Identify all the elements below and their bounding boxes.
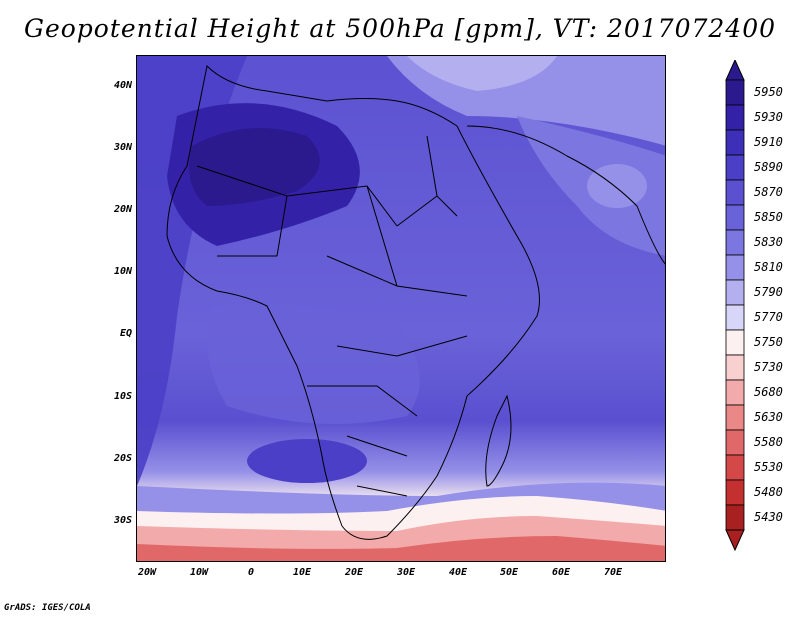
colorbar-level-label: 5790	[754, 285, 783, 299]
colorbar-level-label: 5770	[754, 310, 783, 324]
high-southern-africa	[247, 439, 367, 483]
colorbar-level-label: 5930	[754, 110, 783, 124]
colorbar-level-label: 5950	[754, 85, 783, 99]
lon-label-0: 0	[247, 567, 255, 578]
height-contour-india	[587, 164, 647, 208]
lat-label-30n: 30N	[113, 142, 132, 153]
height-contour-central	[207, 303, 420, 424]
height-contour-west	[137, 56, 247, 486]
colorbar-level-label: 5680	[754, 385, 783, 399]
colorbar-level-label: 5830	[754, 235, 783, 249]
colorbar-level-label: 5480	[754, 485, 783, 499]
colorbar-level-label: 5430	[754, 510, 783, 524]
colorbar-swatch	[725, 429, 745, 456]
lat-label-40n: 40N	[113, 80, 132, 91]
lat-label-10n: 10N	[113, 266, 132, 277]
lat-label-10s: 10S	[113, 391, 132, 402]
coastlines	[166, 64, 665, 540]
colorbar-level-label: 5870	[754, 185, 783, 199]
colorbar-level-label: 5580	[754, 435, 783, 449]
height-contour-south-4	[137, 536, 665, 561]
colorbar-swatch	[725, 279, 745, 306]
colorbar-level-label: 5850	[754, 210, 783, 224]
lat-label-20n: 20N	[113, 204, 132, 215]
colorbar-swatch	[725, 379, 745, 406]
lon-label-10w: 10W	[189, 567, 209, 578]
colorbar-level-label: 5730	[754, 360, 783, 374]
colorbar-swatch	[725, 154, 745, 181]
lat-label-20s: 20S	[113, 453, 132, 464]
colorbar-swatch	[725, 254, 745, 281]
lon-label-70e: 70E	[603, 567, 623, 578]
colorbar-swatch	[725, 404, 745, 431]
lon-label-50e: 50E	[499, 567, 519, 578]
chart-title: Geopotential Height at 500hPa [gpm], VT:…	[23, 14, 777, 43]
colorbar-swatch	[725, 204, 745, 231]
colorbar-level-label: 5810	[754, 260, 783, 274]
lon-label-20w: 20W	[137, 567, 157, 578]
height-contour-northeast-light	[407, 56, 557, 91]
high-sahara-core	[189, 128, 320, 206]
geopotential-map	[137, 56, 665, 561]
colorbar-swatch	[725, 79, 745, 106]
colorbar-swatch	[725, 104, 745, 131]
colorbar-swatch	[725, 129, 745, 156]
colorbar-swatch	[725, 304, 745, 331]
lat-label-eq: EQ	[119, 328, 132, 339]
colorbar-swatch	[725, 454, 745, 481]
colorbar-level-label: 5530	[754, 460, 783, 474]
colorbar-swatch	[725, 179, 745, 206]
colorbar-level-label: 5890	[754, 160, 783, 174]
colorbar-swatch	[725, 354, 745, 381]
colorbar-swatch	[725, 329, 745, 356]
colorbar-level-label: 5910	[754, 135, 783, 149]
colorbar-level-label: 5630	[754, 410, 783, 424]
colorbar-swatch	[725, 229, 745, 256]
lon-label-20e: 20E	[344, 567, 364, 578]
lon-label-40e: 40E	[448, 567, 468, 578]
colorbar-max-arrow	[725, 60, 745, 81]
lon-label-60e: 60E	[551, 567, 571, 578]
colorbar	[725, 60, 745, 552]
colorbar-level-label: 5750	[754, 335, 783, 349]
colorbar-swatch	[725, 504, 745, 531]
lat-label-30s: 30S	[113, 515, 132, 526]
lon-label-10e: 10E	[292, 567, 312, 578]
colorbar-min-arrow	[725, 529, 745, 552]
credit-text: GrADS: IGES/COLA	[4, 603, 91, 613]
map-panel	[136, 55, 666, 562]
lon-label-30e: 30E	[396, 567, 416, 578]
colorbar-swatch	[725, 479, 745, 506]
